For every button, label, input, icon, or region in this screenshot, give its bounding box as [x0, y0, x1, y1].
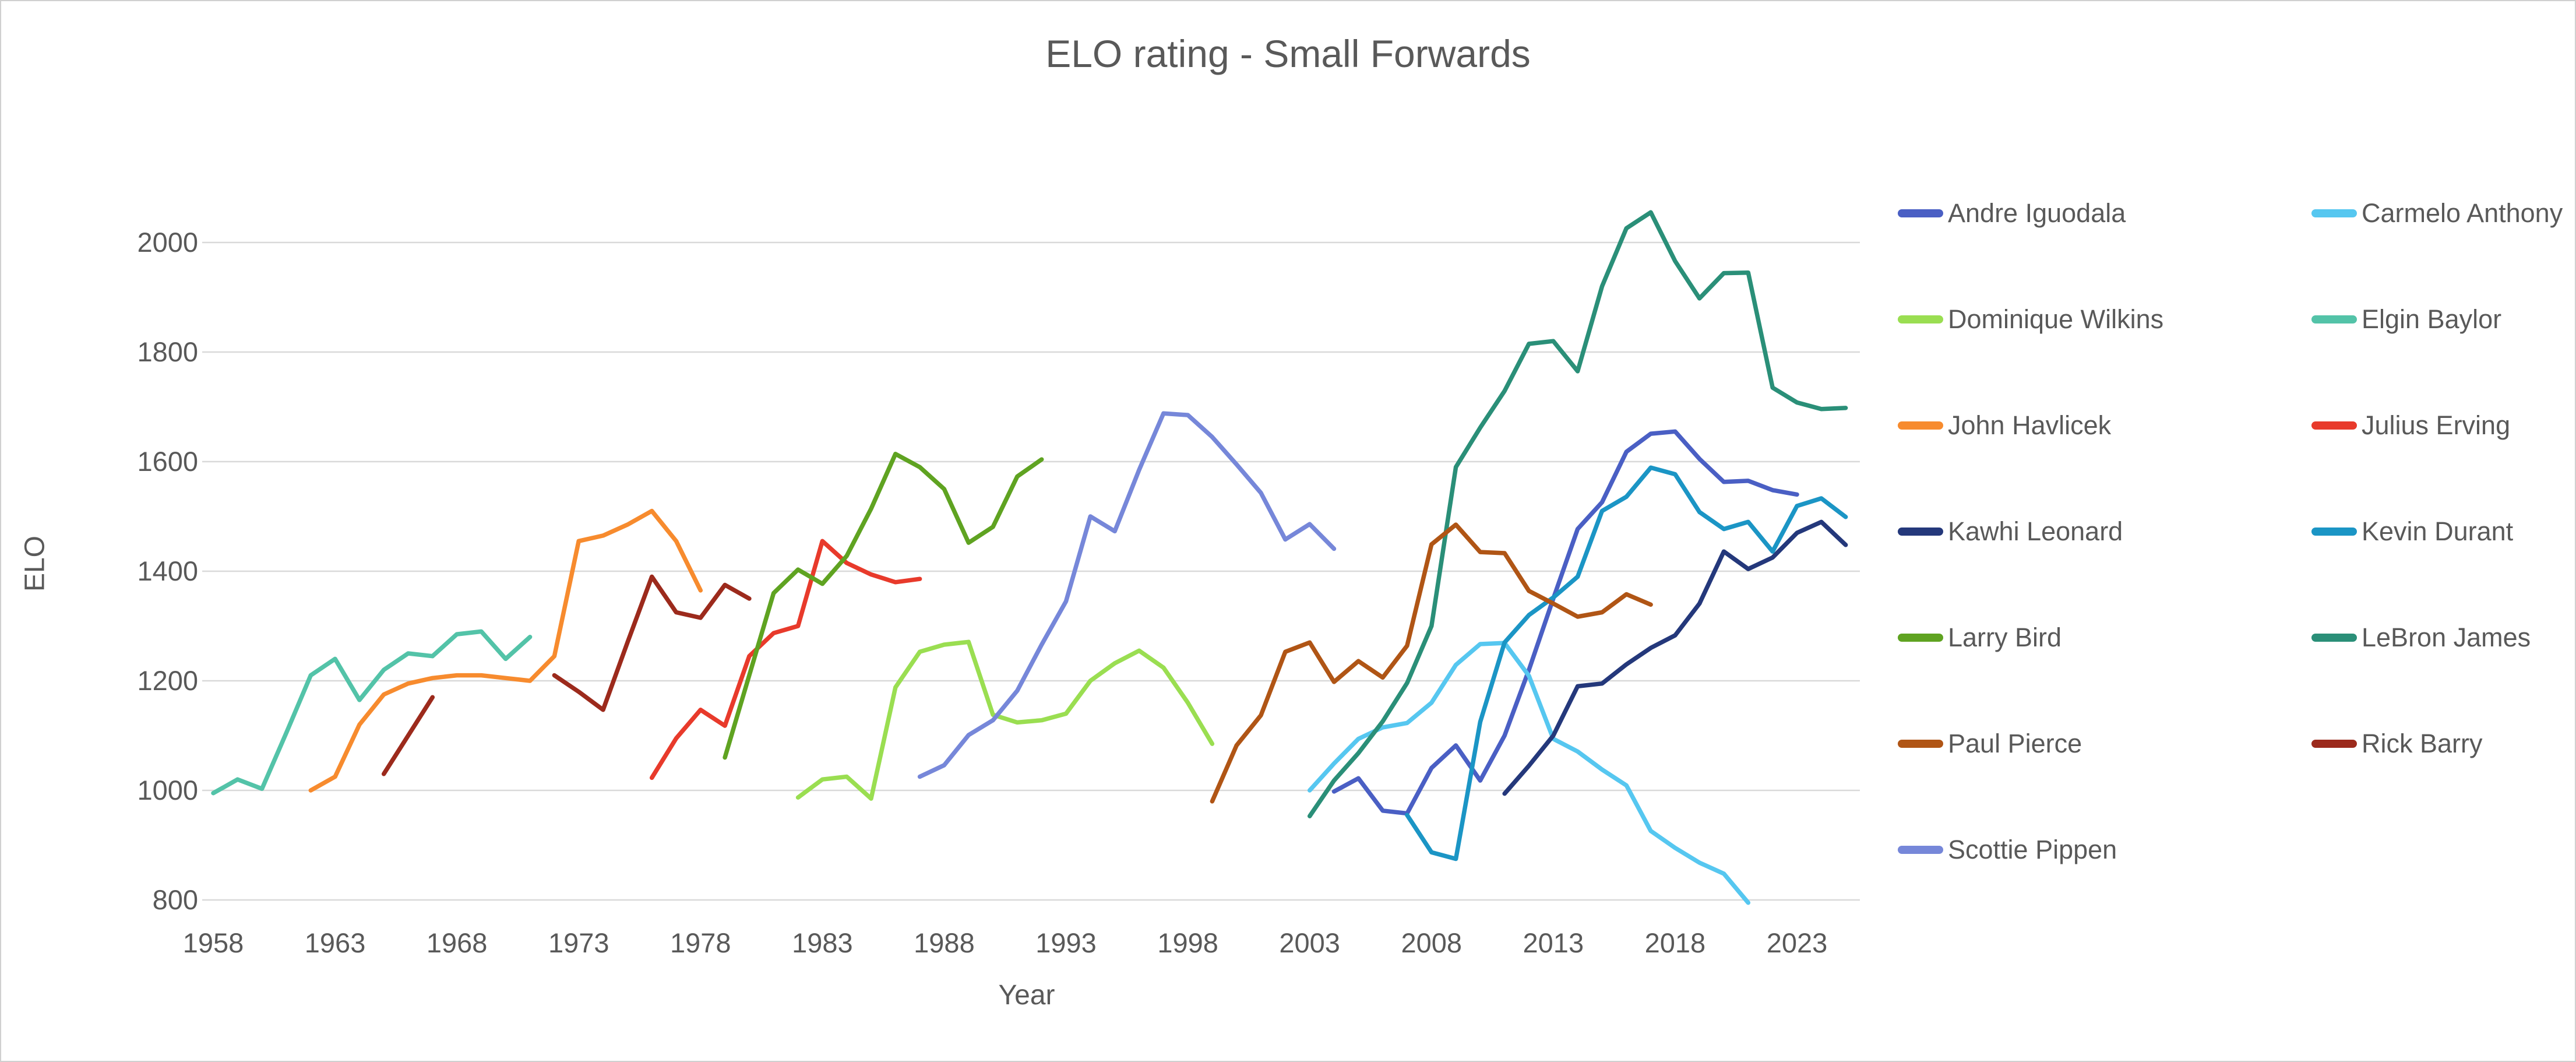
legend-item-scottie-pippen: Scottie Pippen: [1898, 832, 2117, 867]
x-axis-title: Year: [998, 980, 1055, 1011]
legend-item-elgin-baylor: Elgin Baylor: [2311, 302, 2501, 337]
legend-item-kawhi-leonard: Kawhi Leonard: [1898, 514, 2123, 549]
series-line-kawhi-leonard: [1502, 519, 1848, 796]
y-tick-label-1600: 1600: [137, 446, 198, 477]
legend-label-julius-erving: Julius Erving: [2362, 410, 2511, 440]
x-tick-label-1973: 1973: [548, 927, 609, 958]
legend-swatch-scottie-pippen: [1898, 846, 1943, 854]
y-tick-label-2000: 2000: [137, 227, 198, 258]
legend-swatch-kawhi-leonard: [1898, 528, 1943, 536]
legend-item-dominique-wilkins: Dominique Wilkins: [1898, 302, 2163, 337]
legend-item-andre-iguodala: Andre Iguodala: [1898, 196, 2126, 231]
y-tick-label-1200: 1200: [137, 665, 198, 696]
legend-label-rick-barry: Rick Barry: [2362, 729, 2483, 758]
x-tick-label-1998: 1998: [1157, 927, 1218, 958]
series-line-carmelo-anthony: [1307, 641, 1751, 905]
legend-swatch-larry-bird: [1898, 634, 1943, 642]
legend-swatch-lebron-james: [2311, 634, 2357, 642]
legend-label-lebron-james: LeBron James: [2362, 623, 2531, 652]
series-line-scottie-pippen: [917, 411, 1337, 779]
y-axis-title: ELO: [19, 535, 51, 592]
series-line-kevin-durant: [1405, 465, 1848, 861]
legend-label-scottie-pippen: Scottie Pippen: [1948, 835, 2117, 864]
legend-swatch-andre-iguodala: [1898, 209, 1943, 217]
legend-label-larry-bird: Larry Bird: [1948, 623, 2062, 652]
legend-item-julius-erving: Julius Erving: [2311, 408, 2510, 443]
legend-swatch-carmelo-anthony: [2311, 209, 2357, 217]
legend-swatch-dominique-wilkins: [1898, 315, 1943, 323]
legend-label-dominique-wilkins: Dominique Wilkins: [1948, 304, 2164, 334]
x-tick-label-2023: 2023: [1766, 927, 1828, 958]
legend-item-john-havlicek: John Havlicek: [1898, 408, 2111, 443]
x-tick-label-2008: 2008: [1401, 927, 1463, 958]
x-tick-label-1993: 1993: [1035, 927, 1097, 958]
y-tick-label-1000: 1000: [137, 775, 198, 806]
y-tick-label-800: 800: [152, 884, 198, 915]
legend-label-kawhi-leonard: Kawhi Leonard: [1948, 516, 2123, 546]
x-tick-label-1963: 1963: [304, 927, 366, 958]
y-tick-label-1800: 1800: [137, 336, 198, 367]
series-line-john-havlicek: [308, 508, 703, 793]
series-lines: [211, 210, 1848, 905]
legend-label-carmelo-anthony: Carmelo Anthony: [2362, 198, 2563, 228]
legend-swatch-rick-barry: [2311, 740, 2357, 748]
legend-swatch-elgin-baylor: [2311, 315, 2357, 323]
x-tick-label-1988: 1988: [914, 927, 975, 958]
legend-item-kevin-durant: Kevin Durant: [2311, 514, 2513, 549]
series-line-dominique-wilkins: [795, 639, 1215, 801]
x-tick-label-2003: 2003: [1279, 927, 1340, 958]
legend-swatch-john-havlicek: [1898, 421, 1943, 430]
legend-item-carmelo-anthony: Carmelo Anthony: [2311, 196, 2563, 231]
x-tick-label-1968: 1968: [426, 927, 488, 958]
legend-swatch-julius-erving: [2311, 421, 2357, 430]
series-line-larry-bird: [723, 452, 1044, 760]
series-line-paul-pierce: [1210, 522, 1653, 804]
x-tick-label-2013: 2013: [1523, 927, 1584, 958]
legend-item-larry-bird: Larry Bird: [1898, 620, 2061, 655]
y-tick-label-1400: 1400: [137, 555, 198, 586]
legend-label-andre-iguodala: Andre Iguodala: [1948, 198, 2126, 228]
series-line-rick-barry: [552, 574, 752, 712]
legend-item-paul-pierce: Paul Pierce: [1898, 726, 2082, 761]
x-tick-label-1978: 1978: [670, 927, 731, 958]
legend-label-john-havlicek: John Havlicek: [1948, 410, 2112, 440]
x-tick-label-2018: 2018: [1644, 927, 1706, 958]
legend-swatch-paul-pierce: [1898, 740, 1943, 748]
x-tick-label-1958: 1958: [182, 927, 244, 958]
series-line-rick-barry: [381, 695, 435, 776]
legend-label-paul-pierce: Paul Pierce: [1948, 729, 2082, 758]
gridlines: [202, 241, 1860, 901]
legend-label-elgin-baylor: Elgin Baylor: [2362, 304, 2502, 334]
chart-title: ELO rating - Small Forwards: [1045, 32, 1531, 75]
series-line-andre-iguodala: [1331, 429, 1799, 816]
x-tick-label-1983: 1983: [792, 927, 853, 958]
legend-swatch-kevin-durant: [2311, 528, 2357, 536]
series-line-lebron-james: [1307, 210, 1848, 818]
series-line-julius-erving: [649, 539, 922, 780]
legend-label-kevin-durant: Kevin Durant: [2362, 516, 2514, 546]
legend-item-rick-barry: Rick Barry: [2311, 726, 2483, 761]
series-line-elgin-baylor: [211, 629, 533, 796]
legend-item-lebron-james: LeBron James: [2311, 620, 2531, 655]
